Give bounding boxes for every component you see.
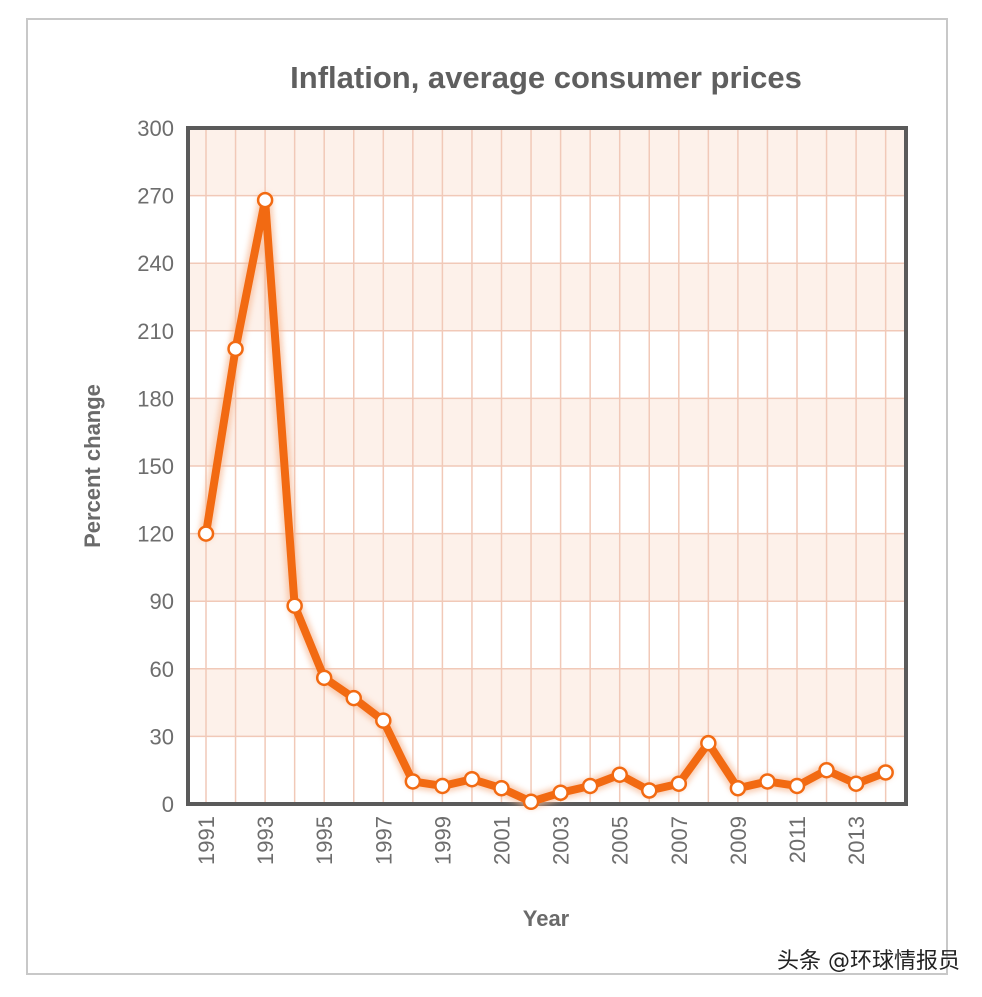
data-point — [670, 775, 688, 792]
x-tick-label: 2011 — [785, 816, 810, 863]
y-tick-label: 270 — [137, 184, 174, 209]
data-point — [818, 761, 835, 779]
y-tick-label: 60 — [150, 657, 174, 682]
x-tick-label: 1993 — [253, 816, 278, 865]
data-point — [375, 712, 392, 729]
x-tick-label: 2007 — [667, 816, 692, 865]
y-tick-label: 210 — [137, 319, 174, 344]
data-point — [345, 689, 362, 707]
data-point — [522, 793, 540, 810]
grid-band — [188, 668, 906, 737]
x-tick-label: 1991 — [194, 816, 219, 865]
y-tick-label: 240 — [137, 251, 174, 276]
y-tick-label: 90 — [150, 589, 174, 614]
watermark: 头条 @环球情报员 — [777, 949, 960, 974]
data-point — [256, 191, 274, 209]
data-point — [286, 597, 303, 614]
x-tick-label: 1995 — [312, 816, 337, 865]
x-tick-label: 2001 — [490, 816, 515, 865]
y-tick-label: 150 — [137, 454, 174, 479]
data-point — [493, 779, 510, 797]
data-point — [463, 770, 481, 788]
data-point — [404, 773, 422, 790]
x-tick-label: 2009 — [726, 816, 751, 865]
data-point — [759, 773, 776, 790]
x-tick-label: 1999 — [430, 816, 455, 865]
y-tick-label: 30 — [150, 724, 174, 749]
data-point — [729, 779, 747, 797]
data-point — [788, 777, 806, 795]
y-tick-label: 300 — [137, 116, 174, 141]
x-tick-label: 2003 — [549, 816, 574, 865]
data-point — [611, 766, 628, 783]
data-point — [552, 784, 569, 801]
data-point — [877, 764, 894, 781]
data-point — [434, 777, 451, 795]
data-point — [641, 782, 658, 799]
grid-band — [188, 128, 906, 196]
data-point — [700, 734, 717, 752]
grid-band — [188, 263, 906, 331]
data-point — [315, 669, 333, 687]
grid-band — [188, 398, 906, 466]
x-tick-label: 2005 — [608, 816, 633, 865]
data-point — [581, 777, 599, 795]
chart-title: Inflation, average consumer prices — [290, 60, 802, 95]
y-tick-label: 120 — [137, 522, 174, 547]
y-tick-label: 0 — [162, 792, 174, 817]
x-tick-label: 2013 — [844, 816, 869, 865]
grid-band — [188, 533, 906, 602]
x-axis-label: Year — [523, 906, 570, 931]
data-point — [197, 525, 215, 542]
x-tick-label: 1997 — [371, 816, 396, 865]
y-tick-label: 180 — [137, 386, 174, 411]
data-point — [847, 775, 865, 792]
y-axis-label: Percent change — [80, 384, 105, 548]
data-point — [227, 340, 244, 358]
